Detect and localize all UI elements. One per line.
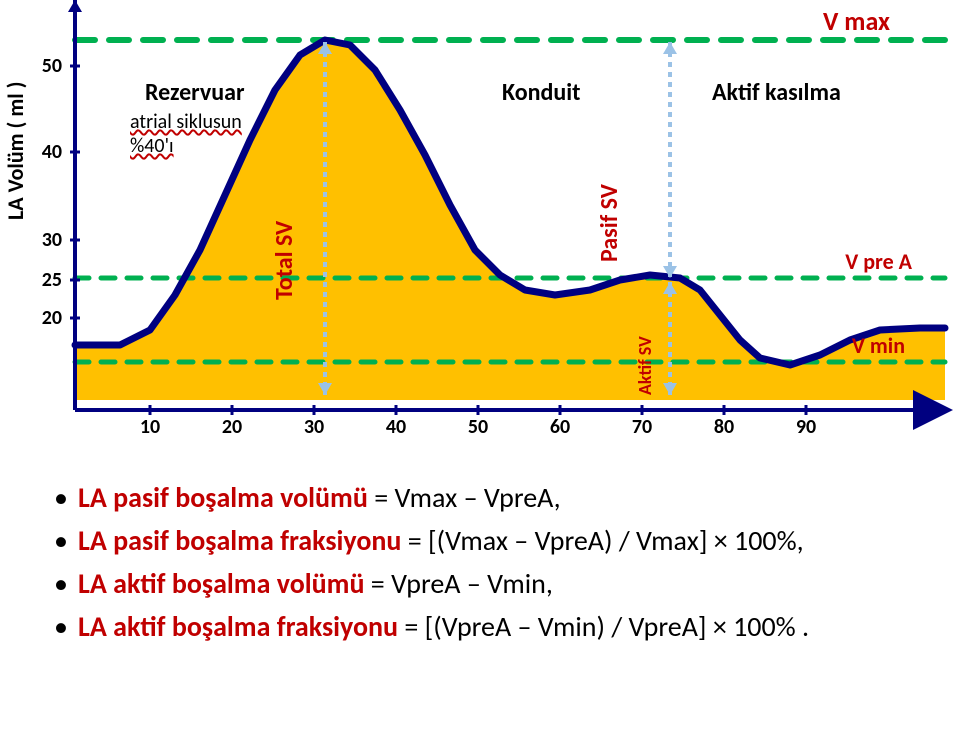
bullet-red: LA pasif boşalma volümü bbox=[78, 480, 374, 515]
y-tick: 40 bbox=[32, 140, 62, 164]
x-tick: 30 bbox=[294, 415, 334, 439]
sublabel-atrial: atrial siklusun %40'ı bbox=[130, 110, 242, 158]
bullet-item: LA aktif boşalma volümü = VpreA – Vmin, bbox=[50, 566, 930, 601]
x-tick: 20 bbox=[212, 415, 252, 439]
y-axis-label: LA Volüm ( ml ) bbox=[2, 82, 29, 220]
aktif-sv-label: Aktif SV bbox=[634, 336, 656, 395]
bullet-black: = Vmax – VpreA, bbox=[374, 480, 560, 515]
x-tick: 60 bbox=[540, 415, 580, 439]
x-tick: 80 bbox=[704, 415, 744, 439]
bullet-list: LA pasif boşalma volümü = Vmax – VpreA,L… bbox=[50, 480, 930, 652]
bullet-item: LA aktif boşalma fraksiyonu = [(VpreA – … bbox=[50, 609, 930, 644]
x-tick: 50 bbox=[458, 415, 498, 439]
x-tick: 40 bbox=[376, 415, 416, 439]
x-tick: 70 bbox=[622, 415, 662, 439]
bullet-red: LA aktif boşalma volümü bbox=[78, 566, 371, 601]
bullet-black: = VpreA – Vmin, bbox=[371, 566, 553, 601]
y-tick: 25 bbox=[32, 268, 62, 292]
total-sv-label: Total SV bbox=[270, 221, 299, 300]
bullet-red: LA pasif boşalma fraksiyonu bbox=[78, 523, 408, 558]
y-tick: 20 bbox=[32, 306, 62, 330]
sublabel-line2: %40'ı bbox=[130, 134, 174, 158]
vmax-label: V max bbox=[823, 5, 890, 37]
x-tick: 90 bbox=[786, 415, 826, 439]
pasif-sv-label: Pasif SV bbox=[595, 184, 624, 262]
bullet-red: LA aktif boşalma fraksiyonu bbox=[78, 609, 398, 644]
bullet-item: LA pasif boşalma fraksiyonu = [(Vmax – V… bbox=[50, 523, 930, 558]
bullet-black: = [(VpreA – Vmin) / VpreA] × 100% . bbox=[398, 609, 809, 644]
bullet-item: LA pasif boşalma volümü = Vmax – VpreA, bbox=[50, 480, 930, 515]
bullet-black: = [(Vmax – VpreA) / Vmax] × 100%, bbox=[408, 523, 804, 558]
phase-rezervuar: Rezervuar bbox=[145, 78, 245, 107]
y-tick: 50 bbox=[32, 54, 62, 78]
y-tick: 30 bbox=[32, 228, 62, 252]
sublabel-line1: atrial siklusun bbox=[130, 110, 242, 134]
chart-svg bbox=[0, 0, 960, 460]
chart-container: LA Volüm ( ml ) Rezervuar Konduit Aktif … bbox=[0, 0, 960, 460]
phase-aktif: Aktif kasılma bbox=[712, 78, 841, 107]
phase-konduit: Konduit bbox=[502, 78, 581, 107]
vmin-label: V min bbox=[852, 332, 905, 359]
x-tick: 10 bbox=[130, 415, 170, 439]
vprea-label: V pre A bbox=[845, 248, 912, 275]
